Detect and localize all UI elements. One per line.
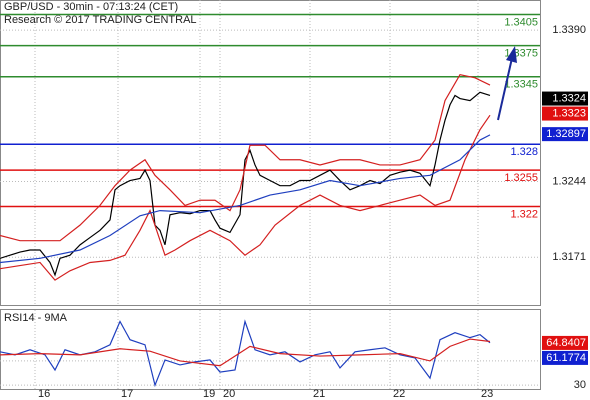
series-line: [0, 114, 491, 281]
rsi-panel: [0, 309, 541, 390]
x-tick-label: 21: [313, 388, 325, 400]
price-tag-label: 61.1774: [546, 352, 586, 364]
x-tick-label: 23: [481, 388, 493, 400]
rsi-title: RSI14 - 9MA: [4, 312, 68, 324]
price-tag-label: 1.3324: [552, 92, 586, 104]
price-tag: [542, 335, 588, 350]
forecast-arrow: [497, 57, 513, 121]
series-line: [0, 338, 491, 367]
price-tag-label: 64.8407: [546, 337, 586, 349]
chart-title: GBP/USD - 30min - 07:13:24 (CET): [4, 1, 178, 13]
level-label: 1.3255: [504, 172, 538, 184]
level-label: 1.3345: [504, 79, 538, 91]
x-tick-label: 16: [38, 388, 50, 400]
y-tick-label: 30: [574, 379, 586, 391]
level-label: 1.322: [510, 208, 538, 220]
series-line: [0, 319, 491, 388]
price-tag: [542, 350, 588, 365]
y-tick-label: 1.3244: [552, 175, 586, 187]
price-tag: [542, 106, 588, 121]
series-line: [0, 91, 491, 277]
x-tick-label: 19: [203, 388, 215, 400]
x-tick-label: 20: [223, 388, 235, 400]
y-tick-label: 1.3171: [552, 251, 586, 263]
price-tag-label: 1.3323: [552, 107, 586, 119]
chart-subtitle: Research © 2017 TRADING CENTRAL: [4, 14, 197, 26]
series-line: [0, 74, 491, 242]
price-tag: [542, 127, 588, 142]
level-label: 1.328: [510, 146, 538, 158]
x-tick-label: 17: [121, 388, 133, 400]
x-tick-label: 22: [393, 388, 405, 400]
series-line: [0, 134, 491, 264]
price-tag: [542, 91, 588, 106]
price-tag-label: 1.32897: [546, 128, 586, 140]
forecast-arrowhead: [506, 46, 517, 63]
y-tick-label: 1.3390: [552, 24, 586, 36]
price-panel: [0, 0, 541, 306]
level-label: 1.3405: [504, 16, 538, 28]
